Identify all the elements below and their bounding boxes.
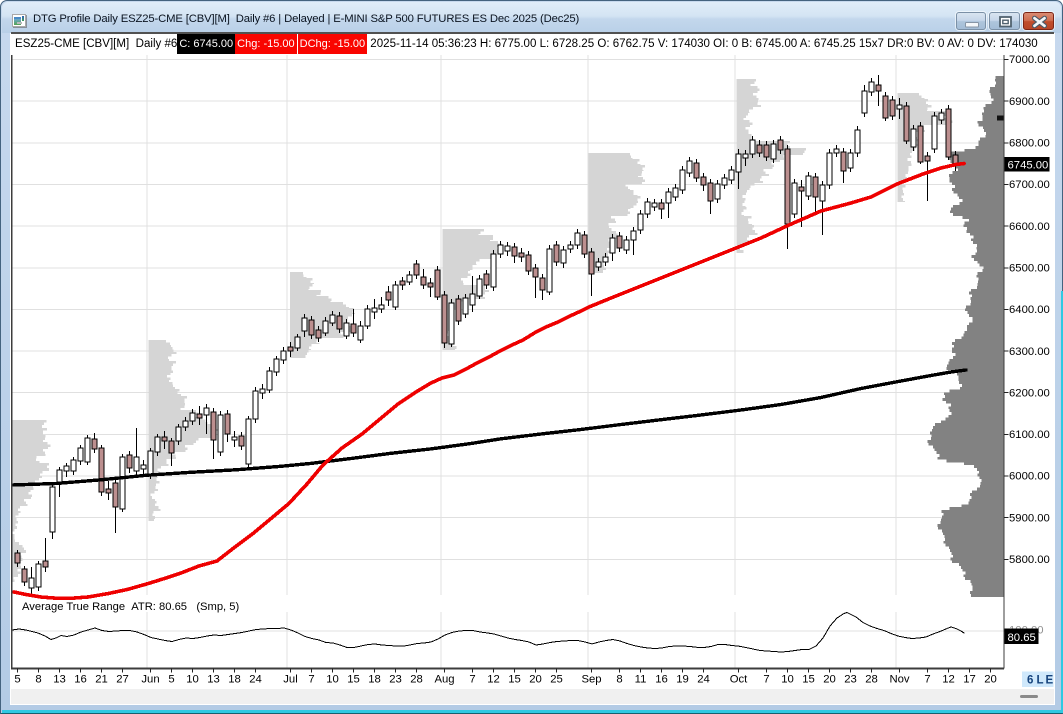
svg-text:6500.00: 6500.00	[1009, 262, 1050, 274]
svg-text:12: 12	[487, 674, 500, 686]
svg-text:17: 17	[963, 674, 976, 686]
svg-text:23: 23	[389, 674, 402, 686]
svg-text:80.65: 80.65	[1008, 632, 1036, 644]
svg-text:Jul: Jul	[283, 674, 297, 686]
svg-text:E: E	[1046, 675, 1054, 687]
svg-text:5: 5	[168, 674, 174, 686]
svg-text:18: 18	[228, 674, 241, 686]
svg-text:16: 16	[74, 674, 87, 686]
svg-text:Jun: Jun	[141, 674, 159, 686]
svg-text:15: 15	[802, 674, 815, 686]
svg-text:20: 20	[529, 674, 542, 686]
svg-text:6700.00: 6700.00	[1009, 179, 1050, 191]
svg-text:L: L	[1037, 675, 1044, 687]
svg-text:6900.00: 6900.00	[1009, 96, 1050, 108]
svg-text:18: 18	[368, 674, 381, 686]
svg-text:5900.00: 5900.00	[1009, 512, 1050, 524]
svg-text:8: 8	[35, 674, 41, 686]
svg-text:8: 8	[616, 674, 622, 686]
svg-text:7: 7	[763, 674, 769, 686]
svg-text:6400.00: 6400.00	[1009, 304, 1050, 316]
svg-text:28: 28	[865, 674, 878, 686]
svg-text:6000.00: 6000.00	[1009, 471, 1050, 483]
svg-text:12: 12	[942, 674, 955, 686]
svg-text:Sep: Sep	[581, 674, 601, 686]
svg-text:7000.00: 7000.00	[1009, 55, 1050, 66]
svg-text:13: 13	[207, 674, 220, 686]
svg-text:Aug: Aug	[434, 674, 454, 686]
svg-text:10: 10	[781, 674, 794, 686]
svg-text:6: 6	[1027, 675, 1033, 687]
svg-text:7: 7	[924, 674, 930, 686]
svg-text:5800.00: 5800.00	[1009, 554, 1050, 566]
svg-text:Oct: Oct	[730, 674, 748, 686]
svg-text:11: 11	[635, 674, 647, 686]
svg-text:28: 28	[410, 674, 423, 686]
svg-text:23: 23	[844, 674, 857, 686]
svg-text:15: 15	[508, 674, 521, 686]
svg-text:20: 20	[984, 674, 997, 686]
svg-text:6800.00: 6800.00	[1009, 138, 1050, 150]
svg-text:Nov: Nov	[889, 674, 909, 686]
svg-text:27: 27	[116, 674, 129, 686]
svg-text:24: 24	[249, 674, 262, 686]
svg-text:25: 25	[550, 674, 563, 686]
svg-text:20: 20	[823, 674, 836, 686]
svg-text:Average True Range ATR: 80.65: Average True Range ATR: 80.65 (Smp, 5)	[22, 601, 240, 613]
svg-text:15: 15	[347, 674, 360, 686]
svg-text:6600.00: 6600.00	[1009, 221, 1050, 233]
svg-text:10: 10	[186, 674, 199, 686]
svg-text:7: 7	[469, 674, 475, 686]
svg-text:24: 24	[697, 674, 710, 686]
svg-text:19: 19	[676, 674, 689, 686]
svg-text:6100.00: 6100.00	[1009, 429, 1050, 441]
svg-text:10: 10	[326, 674, 339, 686]
svg-text:13: 13	[53, 674, 66, 686]
svg-text:6300.00: 6300.00	[1009, 346, 1050, 358]
svg-text:5: 5	[14, 674, 20, 686]
svg-text:7: 7	[308, 674, 314, 686]
svg-text:16: 16	[655, 674, 668, 686]
svg-text:21: 21	[95, 674, 108, 686]
svg-text:6745.00: 6745.00	[1008, 160, 1049, 172]
svg-text:6200.00: 6200.00	[1009, 387, 1050, 399]
